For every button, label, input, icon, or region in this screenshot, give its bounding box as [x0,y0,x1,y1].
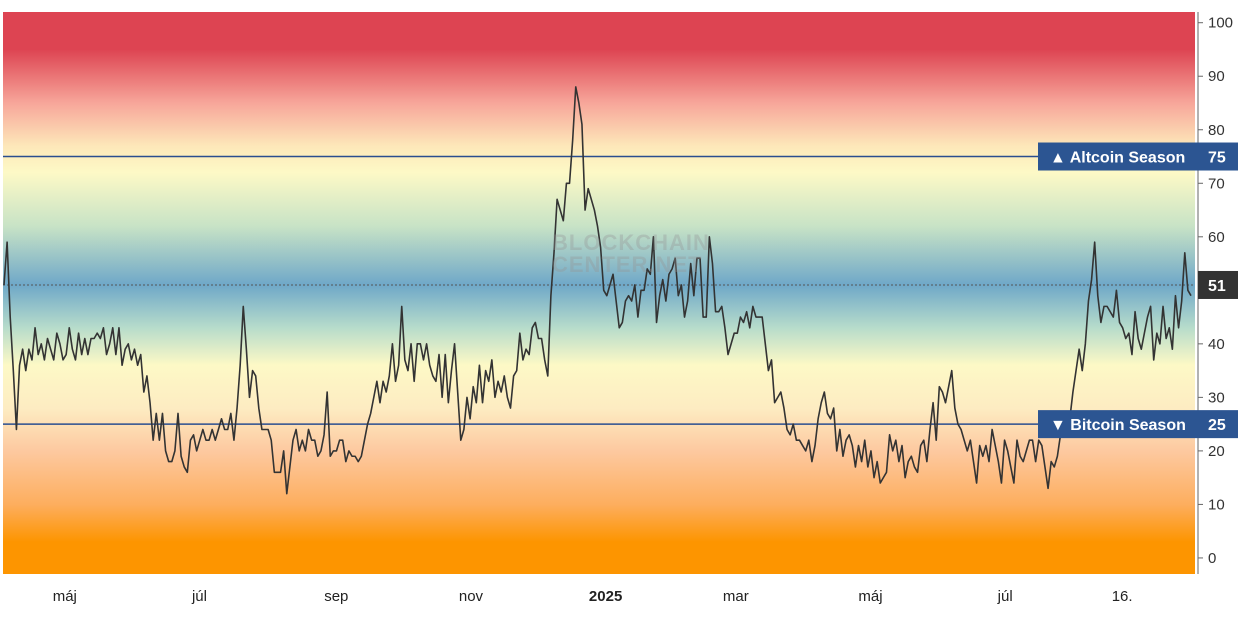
plot-background [3,12,1195,574]
series-line [3,86,1192,495]
current-value-label: 51 [1208,278,1226,295]
current-value-box [1198,270,1238,299]
reference-label-text: ▲ Altcoin Season [1050,150,1185,167]
y-tick-label: 90 [1208,68,1225,85]
x-axis: máj júl sep nov 2025 mar máj júl 16. [0,574,1252,619]
y-tick-label: 30 [1208,389,1225,406]
reference-label-text: ▼ Bitcoin Season [1050,417,1186,434]
x-tick-label: sep [324,588,348,605]
y-tick-label: 60 [1208,229,1225,246]
x-tick-label: nov [459,588,484,605]
x-tick-label: 2025 [589,588,622,605]
x-tick-label: máj [53,588,77,605]
y-axis: 0102030405060708090100 [1197,12,1233,574]
y-tick-label: 70 [1208,175,1225,192]
reference-label-box [1038,142,1238,171]
y-tick-label: 0 [1208,550,1216,567]
y-tick-label: 10 [1208,496,1225,513]
reference-label-value: 75 [1208,150,1226,167]
x-axis-background [0,574,1252,619]
reference-lines [3,155,1195,425]
x-tick-label: 16. [1112,588,1133,605]
y-tick-label: 40 [1208,336,1225,353]
y-tick-label: 100 [1208,15,1233,32]
x-tick-label: máj [858,588,882,605]
reference-label-box [1038,410,1238,439]
x-tick-label: júl [191,588,207,605]
value-labels: ▲ Altcoin Season 75 ▼ Bitcoin Season 25 51 [1038,142,1238,439]
x-tick-label: mar [723,588,749,605]
y-tick-label: 80 [1208,122,1225,139]
x-tick-label: júl [997,588,1013,605]
reference-label-value: 25 [1208,417,1226,434]
y-tick-label: 20 [1208,443,1225,460]
